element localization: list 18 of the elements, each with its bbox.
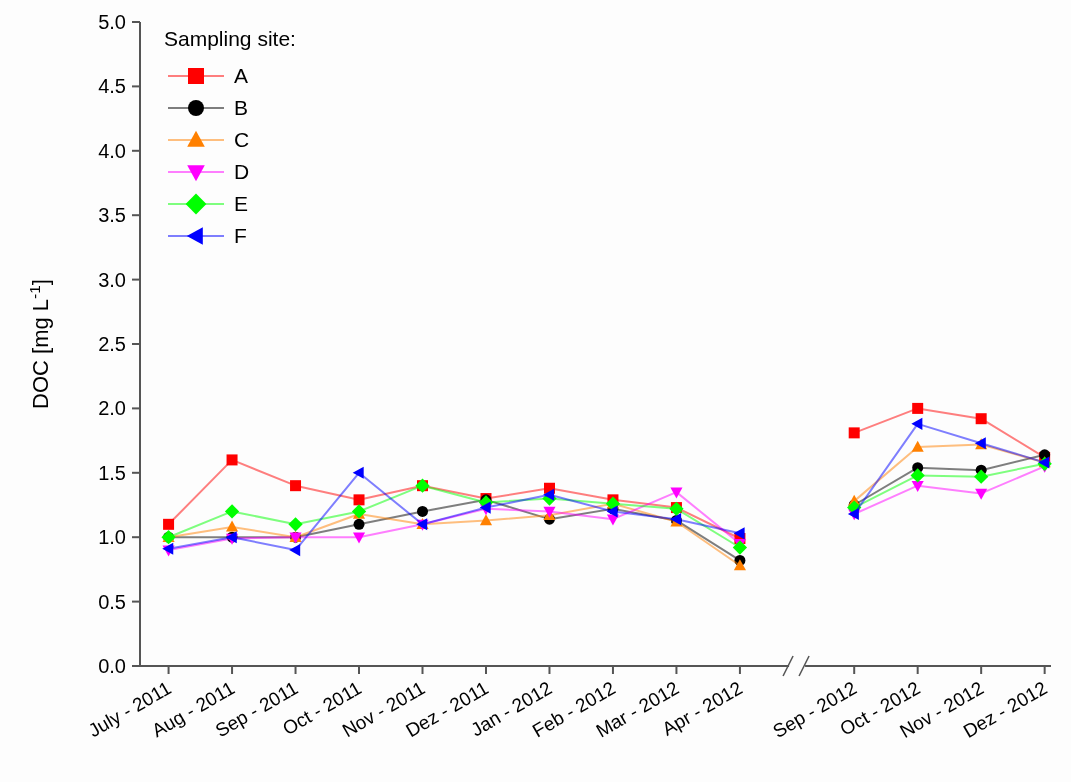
y-tick-label: 0.0 (98, 655, 126, 677)
legend-title: Sampling site: (164, 27, 296, 50)
y-tick-label: 4.5 (98, 75, 126, 98)
y-tick-label: 0.5 (98, 590, 126, 613)
legend-label: F (234, 224, 247, 248)
y-tick-label: 4.0 (98, 139, 126, 162)
legend-label: C (234, 128, 250, 152)
legend-label: D (234, 160, 250, 184)
legend-label: B (234, 96, 249, 120)
y-tick-label: 2.5 (98, 333, 126, 355)
y-tick-label: 5.0 (98, 11, 126, 33)
legend-label: A (234, 64, 249, 88)
y-tick-label: 3.0 (98, 268, 126, 291)
y-tick-label: 1.0 (98, 526, 126, 549)
y-tick-label: 1.5 (98, 461, 126, 484)
y-tick-label: 3.5 (98, 204, 126, 227)
y-tick-label: 2.0 (98, 397, 126, 420)
legend-label: E (234, 192, 249, 216)
